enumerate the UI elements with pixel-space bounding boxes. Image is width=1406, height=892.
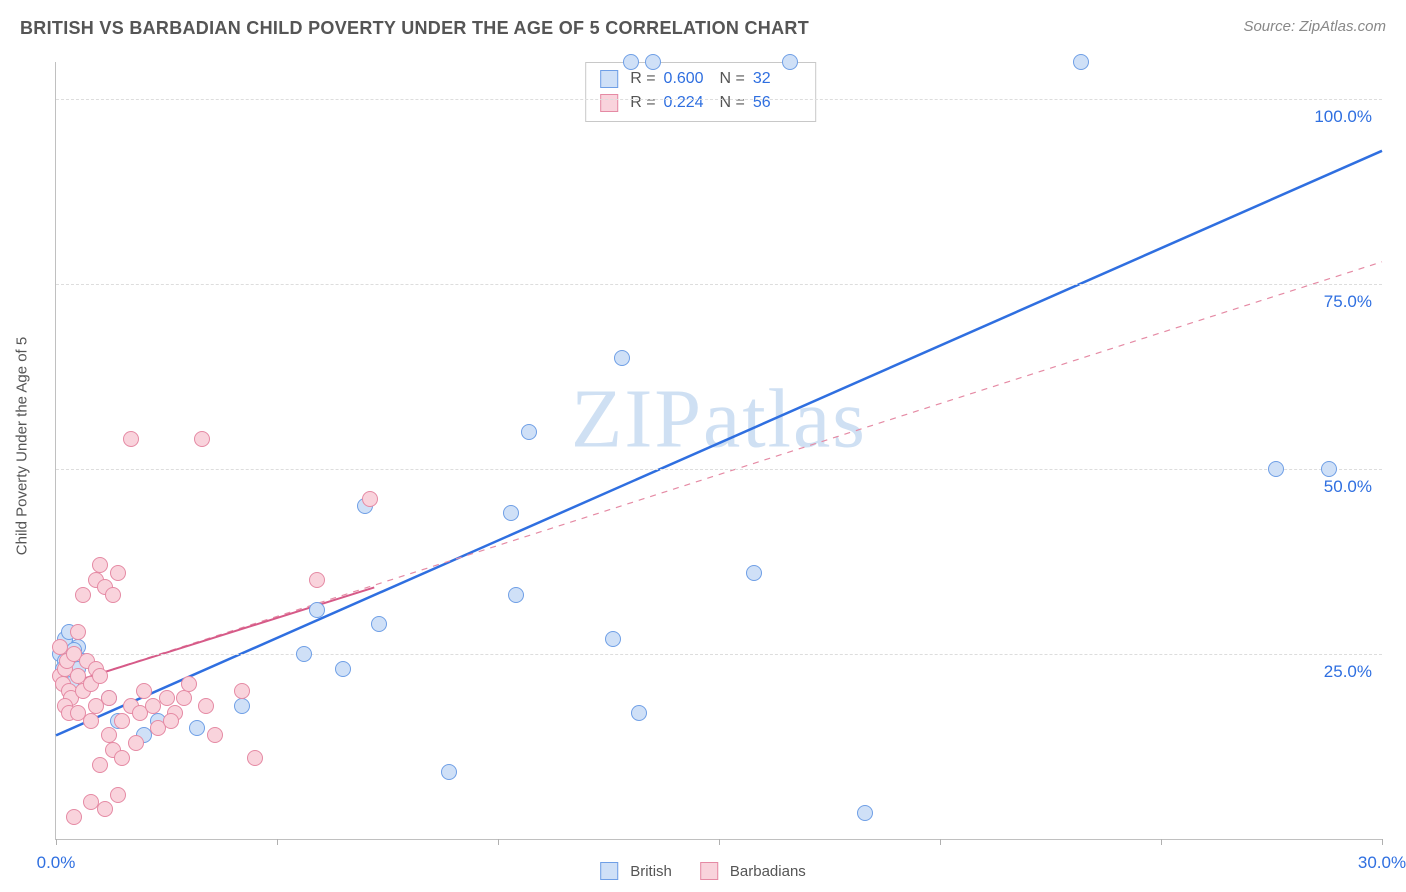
legend-swatch: [600, 94, 618, 112]
y-tick-label: 75.0%: [1324, 292, 1372, 312]
stats-r-value: 0.600: [664, 67, 712, 91]
data-point: [247, 750, 263, 766]
data-point: [335, 661, 351, 677]
stats-r-label: R =: [630, 67, 655, 91]
data-point: [1073, 54, 1089, 70]
data-point: [503, 505, 519, 521]
scatter-chart: ZIPatlas R = 0.600 N = 32 R = 0.224 N = 56 25.0…: [55, 62, 1382, 840]
y-axis-label: Child Poverty Under the Age of 5: [14, 337, 31, 555]
data-point: [441, 764, 457, 780]
stats-legend-box: R = 0.600 N = 32 R = 0.224 N = 56: [585, 62, 816, 122]
data-point: [181, 676, 197, 692]
stats-r-label: R =: [630, 91, 655, 115]
data-point: [123, 431, 139, 447]
x-tick: [56, 839, 57, 845]
legend-item: British: [600, 862, 672, 880]
data-point: [194, 431, 210, 447]
data-point: [521, 424, 537, 440]
legend-swatch: [600, 862, 618, 880]
data-point: [101, 690, 117, 706]
stats-r-value: 0.224: [664, 91, 712, 115]
legend-label: British: [630, 863, 672, 880]
x-tick: [719, 839, 720, 845]
x-tick: [1161, 839, 1162, 845]
x-tick: [277, 839, 278, 845]
chart-title: BRITISH VS BARBADIAN CHILD POVERTY UNDER…: [20, 18, 809, 39]
y-tick-label: 25.0%: [1324, 662, 1372, 682]
data-point: [92, 757, 108, 773]
legend-label: Barbadians: [730, 863, 806, 880]
data-point: [234, 683, 250, 699]
x-tick-label: 0.0%: [37, 853, 76, 873]
legend-swatch: [600, 70, 618, 88]
data-point: [508, 587, 524, 603]
data-point: [1321, 461, 1337, 477]
trend-lines: [56, 62, 1382, 839]
data-point: [1268, 461, 1284, 477]
data-point: [159, 690, 175, 706]
data-point: [110, 787, 126, 803]
trend-line: [56, 151, 1382, 736]
gridline: [56, 99, 1382, 100]
legend-item: Barbadians: [700, 862, 806, 880]
data-point: [623, 54, 639, 70]
data-point: [631, 705, 647, 721]
stats-n-label: N =: [720, 91, 745, 115]
data-point: [362, 491, 378, 507]
watermark-atlas: atlas: [703, 373, 867, 466]
stats-n-value: 32: [753, 67, 801, 91]
stats-row: R = 0.224 N = 56: [600, 91, 801, 115]
data-point: [189, 720, 205, 736]
data-point: [176, 690, 192, 706]
data-point: [234, 698, 250, 714]
data-point: [198, 698, 214, 714]
trend-line: [56, 262, 1382, 688]
data-point: [110, 565, 126, 581]
data-point: [309, 602, 325, 618]
data-point: [309, 572, 325, 588]
x-tick: [940, 839, 941, 845]
data-point: [857, 805, 873, 821]
data-point: [746, 565, 762, 581]
data-point: [101, 727, 117, 743]
y-tick-label: 100.0%: [1314, 107, 1372, 127]
series-legend: British Barbadians: [600, 862, 806, 880]
stats-n-label: N =: [720, 67, 745, 91]
data-point: [66, 809, 82, 825]
chart-source: Source: ZipAtlas.com: [1243, 18, 1386, 35]
data-point: [92, 668, 108, 684]
gridline: [56, 469, 1382, 470]
y-tick-label: 50.0%: [1324, 477, 1372, 497]
data-point: [114, 713, 130, 729]
stats-row: R = 0.600 N = 32: [600, 67, 801, 91]
data-point: [614, 350, 630, 366]
stats-n-value: 56: [753, 91, 801, 115]
data-point: [83, 713, 99, 729]
data-point: [114, 750, 130, 766]
data-point: [105, 587, 121, 603]
gridline: [56, 284, 1382, 285]
x-tick-label: 30.0%: [1358, 853, 1406, 873]
watermark: ZIPatlas: [571, 371, 867, 468]
x-tick: [498, 839, 499, 845]
data-point: [97, 801, 113, 817]
data-point: [136, 683, 152, 699]
gridline: [56, 654, 1382, 655]
data-point: [128, 735, 144, 751]
data-point: [207, 727, 223, 743]
legend-swatch: [700, 862, 718, 880]
data-point: [371, 616, 387, 632]
data-point: [782, 54, 798, 70]
watermark-zip: ZIP: [571, 373, 703, 466]
chart-header: BRITISH VS BARBADIAN CHILD POVERTY UNDER…: [0, 0, 1406, 47]
data-point: [645, 54, 661, 70]
data-point: [70, 624, 86, 640]
data-point: [92, 557, 108, 573]
data-point: [163, 713, 179, 729]
x-tick: [1382, 839, 1383, 845]
data-point: [296, 646, 312, 662]
data-point: [605, 631, 621, 647]
data-point: [75, 587, 91, 603]
